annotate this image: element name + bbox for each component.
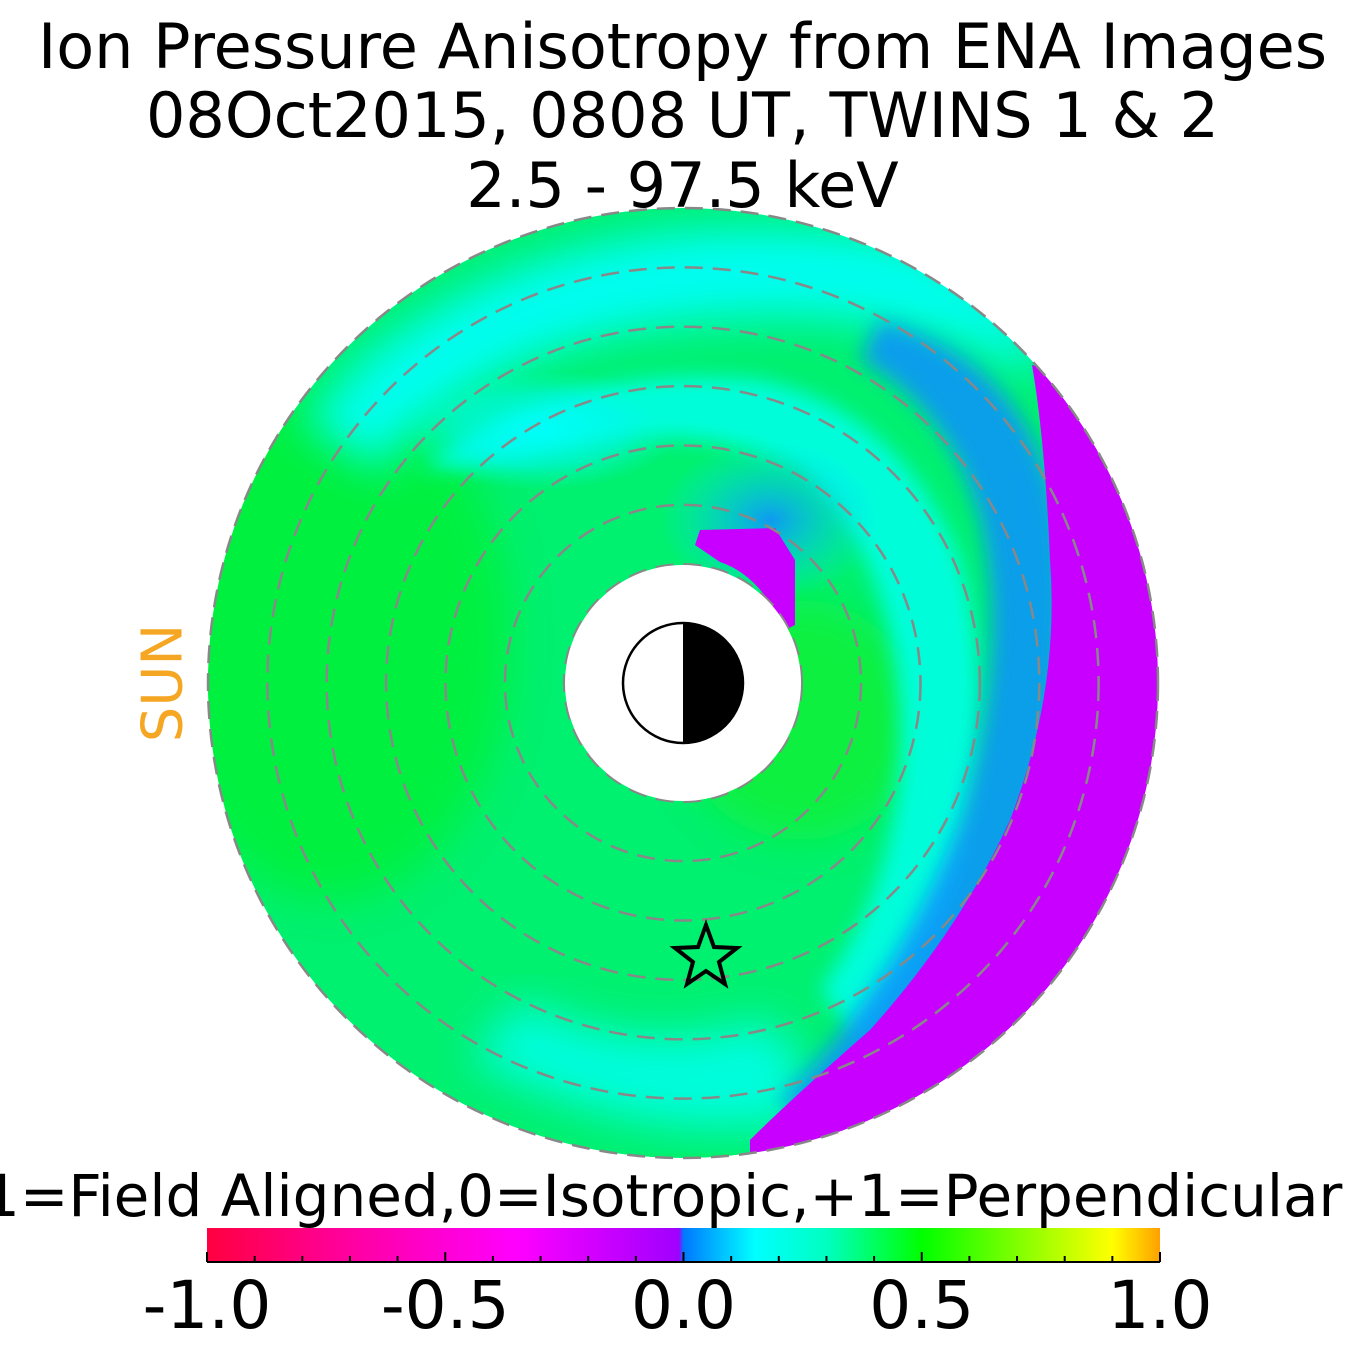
heatmap-region-magenta-patch: [695, 528, 795, 630]
earth-icon: [621, 621, 745, 745]
heatmap-region-blue-band: [780, 320, 1064, 1130]
colorbar: -1.0 -0.5 0.0 0.5 1.0: [143, 1228, 1213, 1344]
chart-title-line-2: 08Oct2015, 0808 UT, TWINS 1 & 2: [145, 79, 1219, 152]
chart-title-line-3: 2.5 - 97.5 keV: [466, 149, 899, 222]
range-ring: [266, 266, 1100, 1100]
sun-direction-label: SUN: [130, 623, 196, 743]
range-ring: [503, 503, 863, 863]
colorbar-tick-label: 0.5: [869, 1267, 974, 1344]
colorbar-ticks: -1.0 -0.5 0.0 0.5 1.0: [143, 1252, 1213, 1344]
colorbar-tick-label: -1.0: [143, 1267, 272, 1344]
heatmap-region-cyan-bottom: [470, 1000, 805, 1128]
range-ring: [325, 325, 1041, 1041]
heatmap-region-cyan-top: [300, 228, 1041, 470]
heatmap-region-blue-blob: [660, 440, 880, 600]
spacecraft-star-icon: [669, 919, 743, 989]
range-ring: [562, 562, 804, 804]
chart-title-line-1: Ion Pressure Anisotropy from ENA Images: [37, 10, 1328, 83]
range-ring: [384, 384, 982, 982]
range-ring: [206, 206, 1160, 1160]
colorbar-tick-label: 0.0: [631, 1267, 736, 1344]
colorbar-tick-label: 1.0: [1108, 1267, 1213, 1344]
heatmap-region-magenta: [750, 365, 1158, 1158]
colorbar-tick-label: -0.5: [381, 1267, 510, 1344]
range-ring: [444, 444, 922, 922]
colorbar-label: -1=Field Aligned,0=Isotropic,+1=Perpendi…: [0, 1162, 1343, 1230]
heatmap-region-cyan-blob: [400, 370, 680, 490]
